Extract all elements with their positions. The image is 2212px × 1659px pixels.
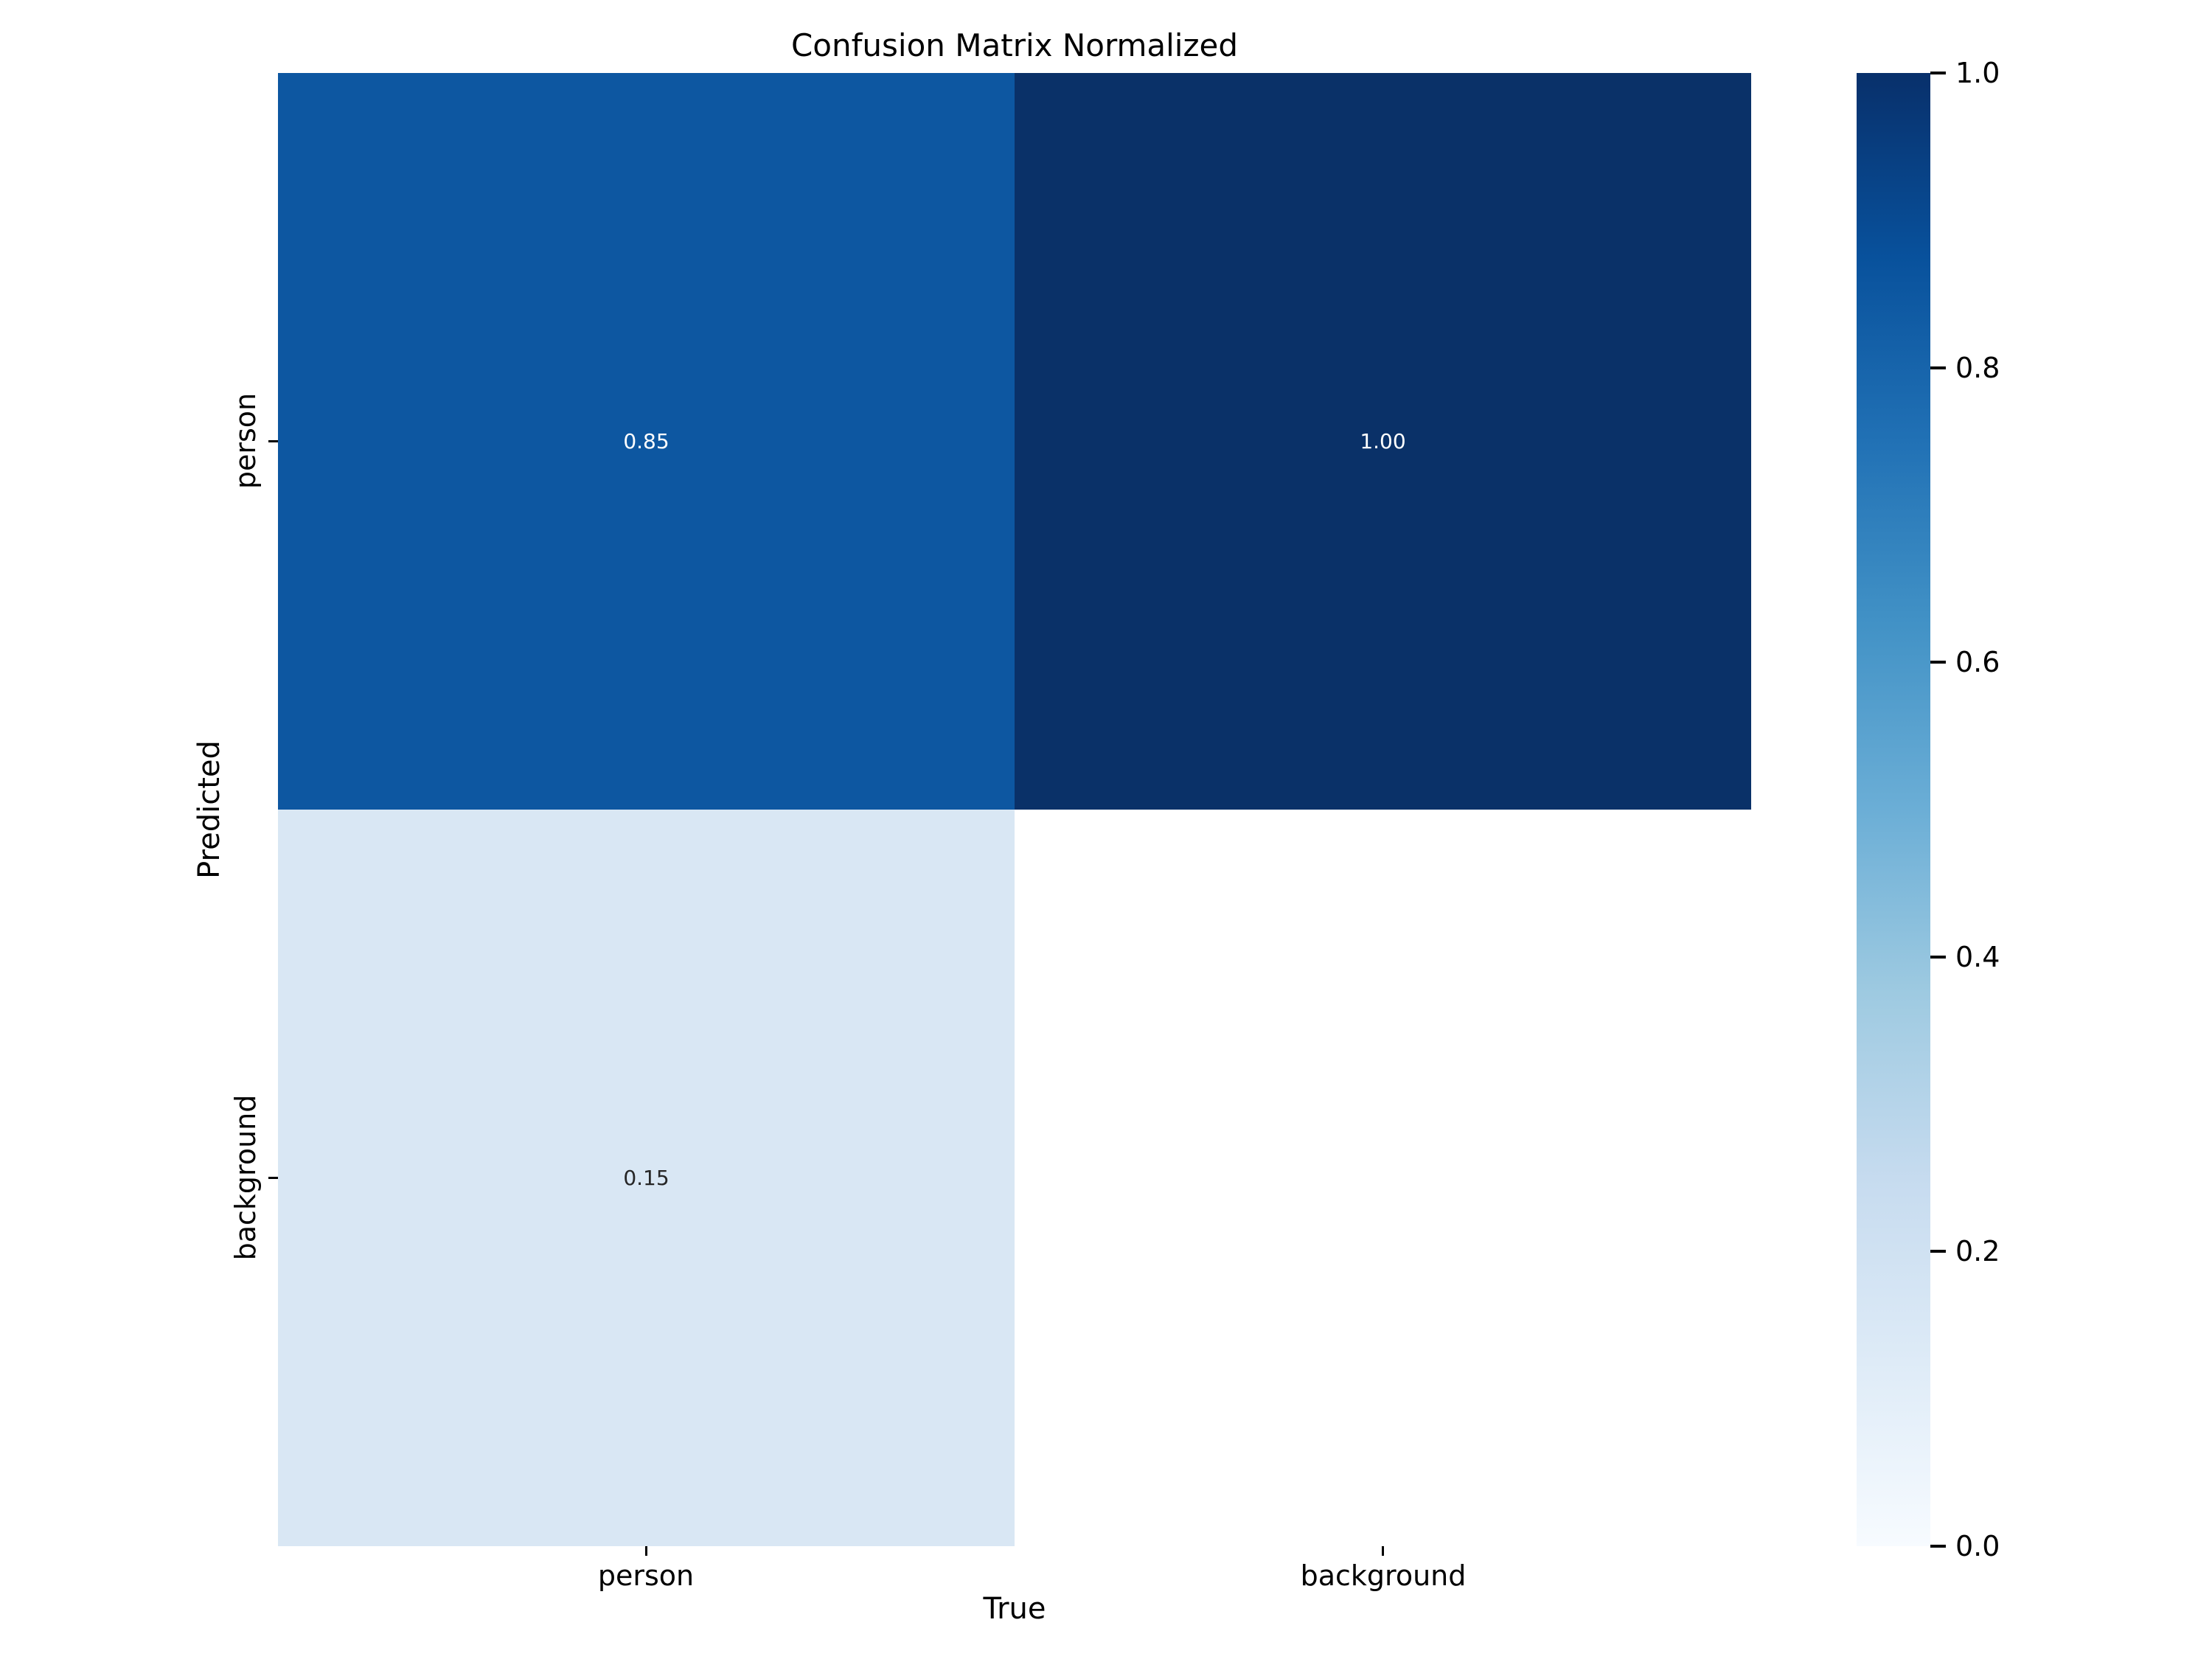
y-tick-mark [268,1177,278,1179]
colorbar-tick-label: 0.0 [1955,1530,2000,1562]
y-tick-label-person: person [229,392,262,490]
x-tick-label-background: background [1300,1559,1467,1592]
colorbar-tick-label: 1.0 [1955,57,2000,89]
colorbar-tick-mark [1930,72,1946,74]
colorbar-tick-mark [1930,366,1946,369]
y-axis-label: Predicted [192,740,226,879]
colorbar-tick-mark [1930,1545,1946,1548]
heatmap-cell-person-background: 1.00 [1015,73,1751,810]
heatmap-cell-person-person: 0.85 [278,73,1015,810]
heatmap-cell-background-person: 0.15 [278,810,1015,1546]
colorbar-tick-label: 0.2 [1955,1235,2000,1268]
x-tick-label-person: person [597,1559,695,1592]
cell-value-annotation: 1.00 [1360,428,1406,453]
x-tick-mark [645,1546,647,1556]
heatmap-cell-background-background [1015,810,1751,1546]
x-axis-label: True [983,1592,1046,1626]
y-tick-mark [268,440,278,442]
colorbar-tick-mark [1930,1250,1946,1253]
colorbar-tick-label: 0.6 [1955,646,2000,679]
colorbar-tick-label: 0.4 [1955,940,2000,973]
colorbar-tick-label: 0.8 [1955,351,2000,384]
colorbar-tick-mark [1930,955,1946,959]
colorbar [1857,73,1930,1546]
cell-value-annotation: 0.85 [623,428,669,453]
colorbar-tick-mark [1930,661,1946,664]
x-tick-mark [1382,1546,1384,1556]
y-tick-label-background: background [229,1094,262,1261]
chart-title: Confusion Matrix Normalized [790,27,1239,63]
cell-value-annotation: 0.15 [623,1165,669,1190]
heatmap-plot: 0.85 1.00 0.15 [278,73,1751,1546]
